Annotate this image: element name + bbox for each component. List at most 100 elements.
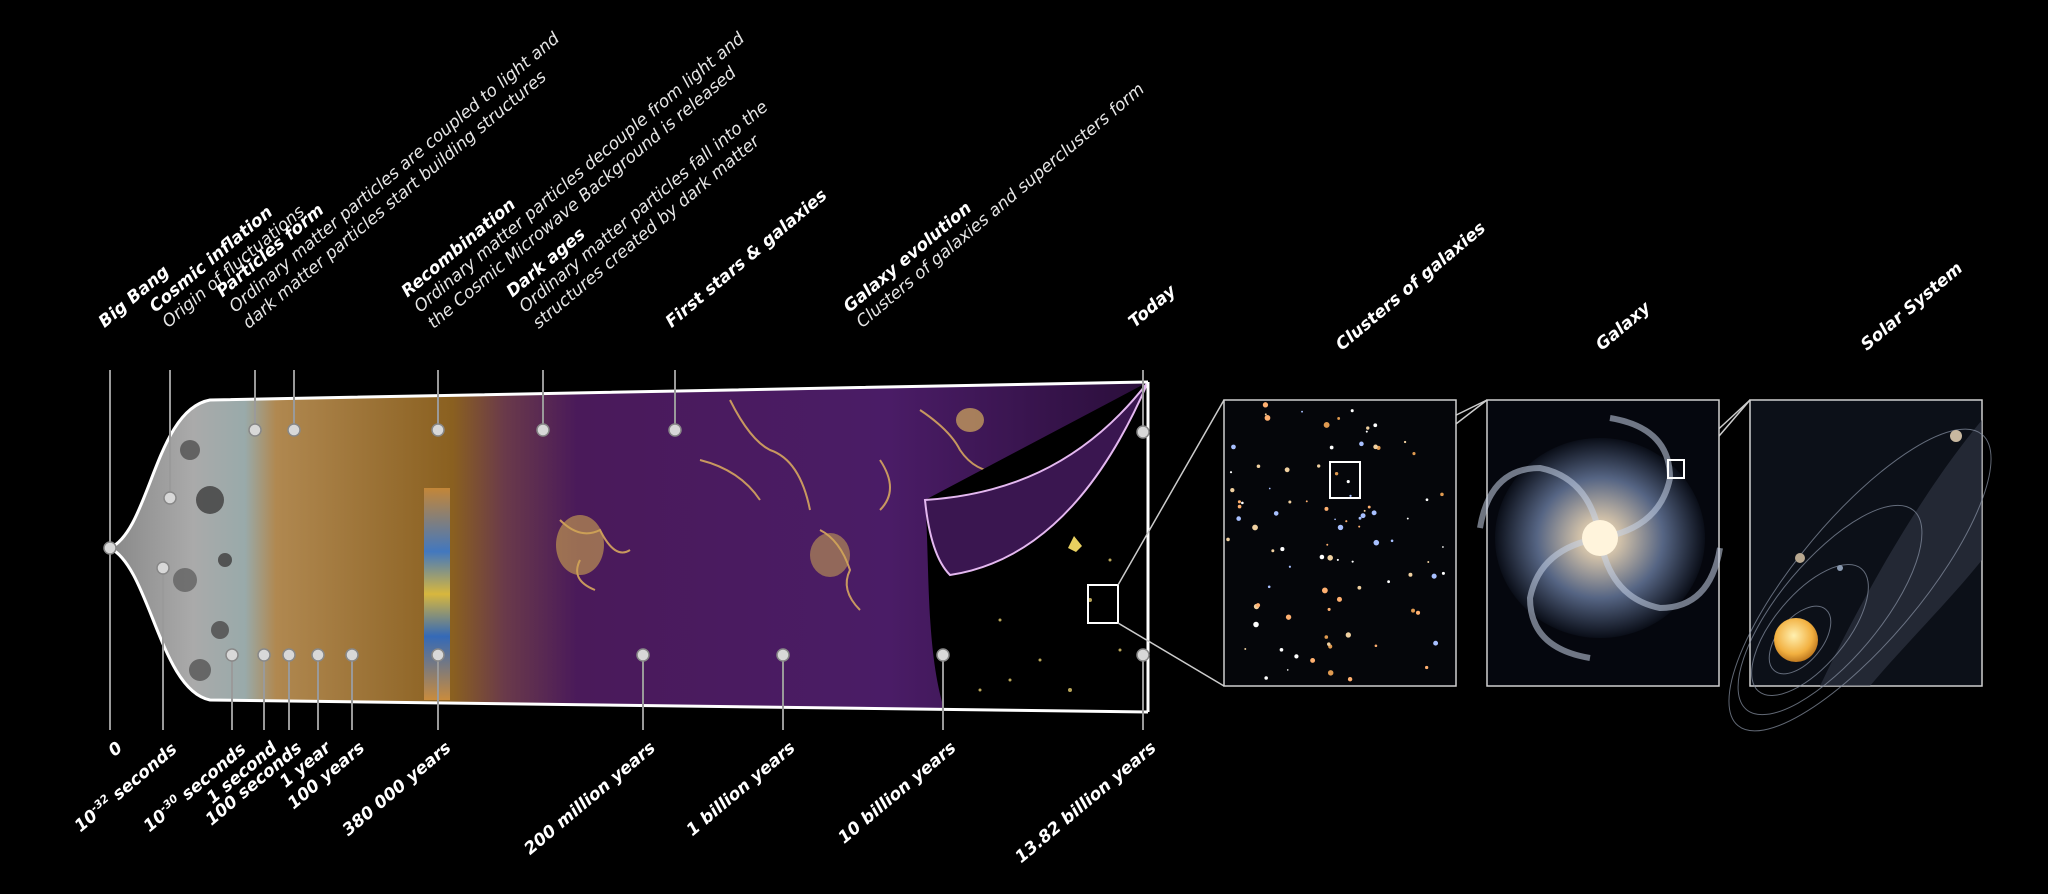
cluster-galaxy-dot bbox=[1350, 409, 1354, 413]
cluster-galaxy-dot bbox=[1327, 642, 1331, 646]
panel-clusters-of-galaxies bbox=[1223, 399, 1457, 687]
cluster-galaxy-dot bbox=[1256, 464, 1261, 469]
event-marker-dot bbox=[163, 491, 177, 505]
cluster-galaxy-dot bbox=[1334, 518, 1336, 521]
cluster-galaxy-dot bbox=[1327, 607, 1331, 611]
event-marker-dot bbox=[225, 648, 239, 662]
cluster-galaxy-dot bbox=[1334, 471, 1339, 476]
cluster-galaxy-dot bbox=[1366, 426, 1370, 430]
cluster-galaxy-dot bbox=[1324, 506, 1329, 511]
panel-galaxy bbox=[1477, 399, 1723, 687]
event-marker-dot bbox=[668, 423, 682, 437]
cluster-galaxy-dot bbox=[1321, 587, 1328, 594]
cluster-galaxy-dot bbox=[1349, 494, 1352, 497]
universe-cone bbox=[109, 380, 1150, 714]
cluster-galaxy-dot bbox=[1264, 413, 1267, 416]
cluster-galaxy-dot bbox=[1406, 517, 1409, 520]
event-marker-dot bbox=[776, 648, 790, 662]
cluster-galaxy-dot bbox=[1442, 546, 1444, 548]
cluster-galaxy-dot bbox=[1336, 558, 1339, 561]
cluster-galaxy-dot bbox=[1345, 520, 1348, 523]
cluster-galaxy-dot bbox=[1373, 423, 1378, 428]
cluster-galaxy-dot bbox=[1363, 509, 1366, 512]
cluster-galaxy-dot bbox=[1412, 452, 1416, 456]
cluster-galaxy-dot bbox=[1286, 669, 1289, 671]
event-marker-dot bbox=[936, 648, 950, 662]
event-marker-dot bbox=[1136, 425, 1150, 439]
cluster-galaxy-dot bbox=[1358, 516, 1362, 520]
cluster-galaxy-dot bbox=[1255, 603, 1261, 608]
event-marker-dot bbox=[431, 423, 445, 437]
cluster-galaxy-dot bbox=[1440, 492, 1444, 497]
cluster-galaxy-dot bbox=[1357, 585, 1362, 590]
cluster-galaxy-dot bbox=[1294, 654, 1299, 659]
cluster-galaxy-dot bbox=[1411, 608, 1416, 613]
cluster-galaxy-dot bbox=[1358, 525, 1361, 528]
cluster-galaxy-dot bbox=[1237, 500, 1241, 504]
cluster-galaxy-dot bbox=[1271, 549, 1275, 553]
event-marker-dot bbox=[248, 423, 262, 437]
event-marker-dot bbox=[345, 648, 359, 662]
cluster-galaxy-dot bbox=[1360, 513, 1366, 519]
cluster-galaxy-dot bbox=[1236, 516, 1241, 521]
event-marker-dot bbox=[287, 423, 301, 437]
cluster-galaxy-dot bbox=[1268, 487, 1271, 490]
cluster-galaxy-dot bbox=[1280, 547, 1285, 552]
top-leader-lines bbox=[109, 370, 1144, 548]
cluster-galaxy-dot bbox=[1347, 677, 1353, 682]
event-marker-dot bbox=[536, 423, 550, 437]
cluster-galaxy-dot bbox=[1374, 644, 1378, 648]
cluster-galaxy-dot bbox=[1427, 561, 1430, 564]
cluster-galaxy-dot bbox=[1231, 444, 1236, 450]
cluster-galaxy-dot bbox=[1359, 441, 1364, 447]
cluster-galaxy-dot bbox=[1262, 402, 1269, 408]
cluster-galaxy-dot bbox=[1237, 504, 1242, 509]
cluster-galaxy-dot bbox=[1433, 640, 1439, 646]
cluster-galaxy-dot bbox=[1387, 580, 1390, 584]
cluster-galaxy-dot bbox=[1371, 510, 1377, 516]
event-marker-dot bbox=[1136, 648, 1150, 662]
cluster-galaxy-dot bbox=[1336, 596, 1343, 602]
event-markers bbox=[103, 423, 1150, 662]
cluster-galaxy-dot bbox=[1425, 665, 1429, 670]
cluster-galaxy-dot bbox=[1425, 498, 1429, 502]
cluster-galaxy-dot bbox=[1229, 471, 1233, 474]
event-marker-dot bbox=[431, 648, 445, 662]
cluster-galaxy-dot bbox=[1288, 565, 1291, 568]
cluster-galaxy-dot bbox=[1346, 480, 1350, 484]
cluster-galaxy-dot bbox=[1305, 500, 1308, 503]
cluster-galaxy-dot bbox=[1301, 410, 1303, 413]
event-marker-dot bbox=[103, 541, 117, 555]
cluster-galaxy-dot bbox=[1337, 417, 1341, 420]
cluster-galaxy-dot bbox=[1390, 539, 1394, 543]
cluster-galaxy-dot bbox=[1253, 621, 1259, 628]
cluster-galaxy-dot bbox=[1367, 505, 1371, 509]
cluster-galaxy-dot bbox=[1285, 614, 1292, 620]
cluster-galaxy-dot bbox=[1327, 555, 1333, 561]
cluster-galaxy-dot bbox=[1267, 585, 1271, 589]
cluster-galaxy-dot bbox=[1319, 554, 1325, 560]
cluster-galaxy-dot bbox=[1241, 501, 1244, 505]
cluster-galaxy-dot bbox=[1273, 511, 1279, 516]
cluster-galaxy-dot bbox=[1337, 524, 1344, 531]
cluster-galaxy-dot bbox=[1431, 573, 1437, 579]
cluster-galaxy-dot bbox=[1264, 676, 1268, 680]
cluster-galaxy-dot bbox=[1284, 467, 1290, 473]
bottom-leader-lines bbox=[109, 548, 1144, 730]
event-marker-dot bbox=[282, 648, 296, 662]
cluster-galaxy-dot bbox=[1441, 571, 1445, 575]
cluster-galaxy-dot bbox=[1279, 647, 1284, 652]
cluster-galaxy-dot bbox=[1226, 537, 1230, 542]
event-marker-dot bbox=[311, 648, 325, 662]
cluster-galaxy-dot bbox=[1373, 444, 1378, 450]
cluster-galaxy-dot bbox=[1326, 543, 1329, 546]
cluster-galaxy-dot bbox=[1310, 657, 1316, 663]
cluster-galaxy-dot bbox=[1230, 487, 1235, 493]
cluster-galaxy-dot bbox=[1324, 635, 1329, 639]
cluster-galaxy-dot bbox=[1403, 440, 1407, 444]
cluster-galaxy-dot bbox=[1408, 572, 1413, 577]
cluster-galaxy-dot bbox=[1244, 647, 1247, 650]
cluster-galaxy-dot bbox=[1351, 560, 1354, 563]
cluster-galaxy-dot bbox=[1317, 464, 1321, 468]
